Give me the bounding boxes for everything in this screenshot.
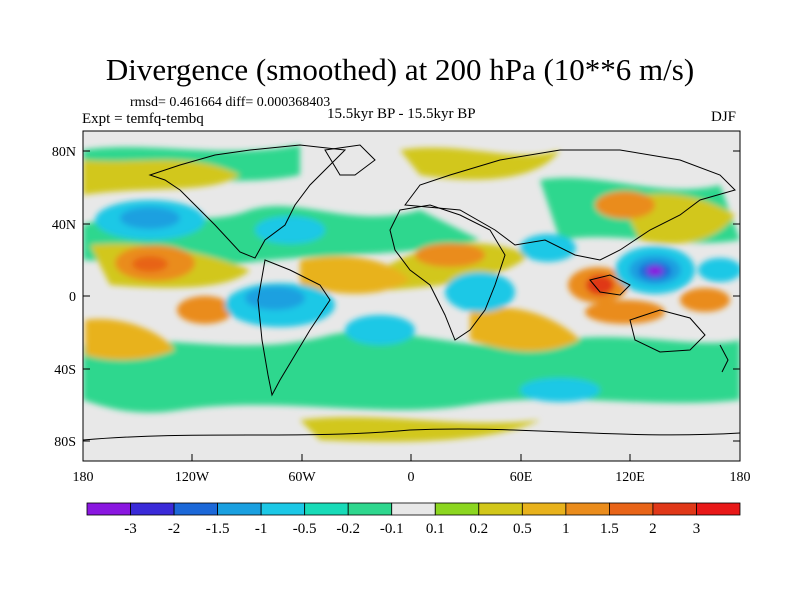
lat-label: 40S bbox=[54, 363, 76, 378]
lat-label: 80S bbox=[54, 435, 76, 450]
lat-ticks bbox=[83, 150, 740, 442]
colorbar-label: -0.2 bbox=[336, 521, 360, 537]
lat-label: 80N bbox=[52, 145, 76, 160]
colorbar-label: 0.1 bbox=[426, 521, 445, 537]
colorbar-swatch bbox=[434, 502, 480, 516]
colorbar-swatch bbox=[130, 502, 175, 516]
colorbar-label: 1 bbox=[562, 521, 570, 537]
colorbar-label: -3 bbox=[124, 521, 137, 537]
period-label: 15.5kyr BP - 15.5kyr BP bbox=[327, 106, 476, 122]
lon-label: 60E bbox=[510, 470, 533, 485]
colorbar-swatch bbox=[217, 502, 262, 516]
colorbar-label: 1.5 bbox=[600, 521, 619, 537]
lat-label: 40N bbox=[52, 218, 76, 233]
season-label: DJF bbox=[711, 109, 737, 125]
colorbar-swatch bbox=[304, 502, 349, 516]
colorbar-label: -0.5 bbox=[293, 521, 317, 537]
colorbar-label: -1.5 bbox=[206, 521, 230, 537]
colorbar-swatch bbox=[565, 502, 610, 516]
colorbar-label: -0.1 bbox=[380, 521, 404, 537]
coastlines bbox=[83, 144, 740, 441]
lon-label: 0 bbox=[408, 470, 415, 485]
experiment-label: Expt = temfq-tembq bbox=[82, 111, 204, 127]
lon-label: 120W bbox=[175, 470, 210, 485]
colorbar-swatch bbox=[347, 502, 393, 516]
colorbar-label: 3 bbox=[693, 521, 701, 537]
colorbar-swatch bbox=[173, 502, 219, 516]
divergence-field bbox=[83, 144, 740, 442]
lon-label: 180 bbox=[73, 470, 94, 485]
colorbar-label: 2 bbox=[649, 521, 657, 537]
colorbar-swatch bbox=[696, 502, 741, 516]
colorbar-swatch bbox=[652, 502, 697, 516]
colorbar-swatch bbox=[609, 502, 654, 516]
lat-label: 0 bbox=[69, 290, 76, 305]
lon-label: 120E bbox=[615, 470, 645, 485]
colorbar-swatch bbox=[478, 502, 523, 516]
lon-ticks bbox=[82, 454, 741, 461]
colorbar-label: 0.5 bbox=[513, 521, 532, 537]
colorbar-swatch bbox=[391, 502, 436, 516]
colorbar bbox=[86, 502, 741, 516]
colorbar-labels: -3 -2 -1.5 -1 -0.5 -0.2 -0.1 0.1 0.2 0.5 1 1.5 2 3 bbox=[124, 521, 700, 537]
colorbar-label: -1 bbox=[255, 521, 268, 537]
colorbar-swatch bbox=[86, 502, 131, 516]
colorbar-swatch bbox=[260, 502, 306, 516]
colorbar-label: 0.2 bbox=[469, 521, 488, 537]
lon-label: 180 bbox=[730, 470, 751, 485]
colorbar-label: -2 bbox=[168, 521, 181, 537]
figure-title: Divergence (smoothed) at 200 hPa (10**6 … bbox=[105, 52, 695, 87]
colorbar-swatch bbox=[521, 502, 567, 516]
lon-label: 60W bbox=[288, 470, 316, 485]
rmsd-diff-stats: rmsd= 0.461664 diff= 0.000368403 bbox=[130, 95, 331, 110]
